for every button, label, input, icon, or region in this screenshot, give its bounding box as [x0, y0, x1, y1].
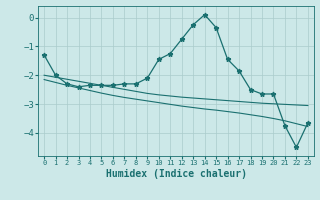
X-axis label: Humidex (Indice chaleur): Humidex (Indice chaleur) — [106, 169, 246, 179]
